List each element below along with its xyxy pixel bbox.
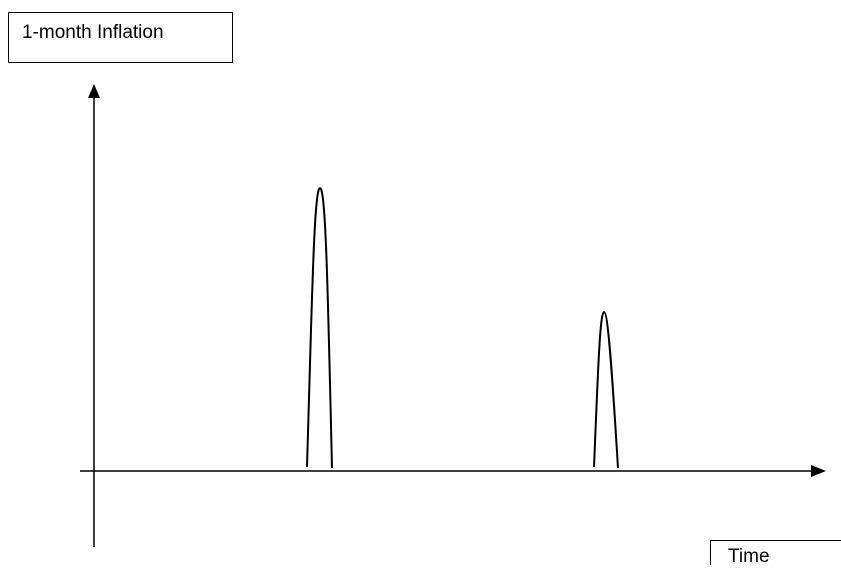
- x-axis-label: Time: [728, 546, 770, 565]
- y-axis-label: 1-month Inflation: [22, 22, 164, 43]
